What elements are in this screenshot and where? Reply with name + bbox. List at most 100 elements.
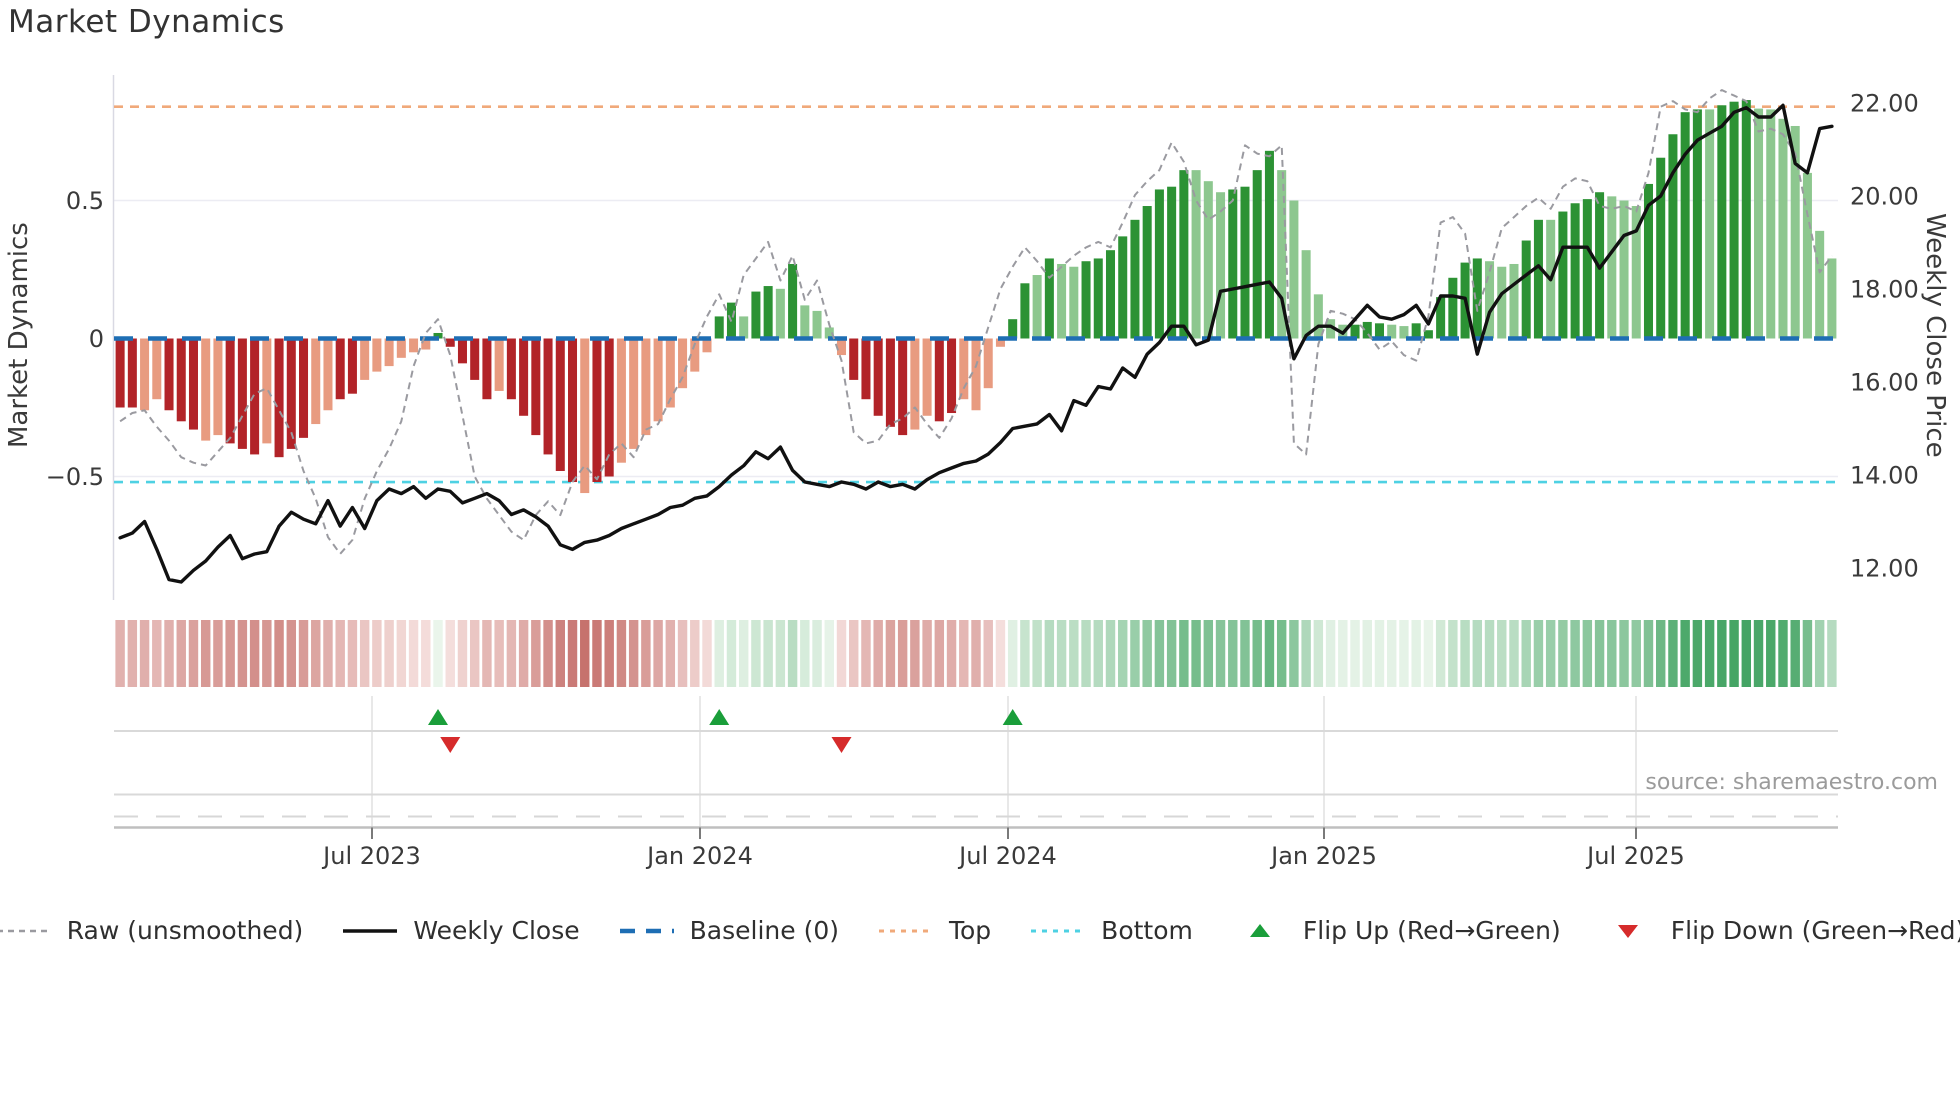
- osc-bar: [1326, 319, 1336, 339]
- heatmap-cell: [1423, 620, 1434, 687]
- left-tick-label: 0.5: [66, 187, 104, 215]
- osc-bar: [1619, 200, 1629, 339]
- heatmap-cell: [494, 620, 504, 687]
- flip-up-marker: [428, 709, 449, 725]
- legend-sample-dash-blue-icon: [619, 928, 674, 933]
- osc-bar: [372, 338, 382, 372]
- heatmap-cell: [286, 620, 297, 687]
- legend-item-solid-black: Weekly Close: [341, 916, 580, 945]
- osc-bar: [286, 338, 296, 449]
- heatmap-cell: [910, 620, 920, 687]
- heatmap-cell: [359, 620, 370, 687]
- heatmap-cell: [836, 620, 847, 687]
- legend-label: Flip Up (Red→Green): [1302, 916, 1561, 945]
- heatmap-cell: [1032, 620, 1042, 687]
- osc-bar: [1228, 189, 1238, 339]
- heatmap-cell: [934, 620, 945, 687]
- heatmap-cell: [787, 620, 798, 687]
- osc-bar: [1472, 258, 1482, 339]
- osc-bar: [580, 338, 590, 494]
- heatmap-cell: [1753, 620, 1764, 687]
- osc-bar: [396, 338, 406, 358]
- legend-sample-dot-cyan-icon: [1031, 929, 1086, 932]
- chart-legend: Raw (unsmoothed) Weekly Close Baseline (0)…: [0, 916, 1960, 945]
- osc-bar: [1485, 261, 1495, 339]
- legend-item-tri-up: Flip Up (Red→Green): [1231, 916, 1561, 945]
- legend-sample-dash-gray-icon: [0, 929, 51, 932]
- heatmap-cell: [1313, 620, 1324, 687]
- legend-label: Top: [948, 916, 992, 945]
- osc-bar: [629, 338, 639, 449]
- heatmap-cell: [1497, 620, 1507, 687]
- heatmap-cell: [347, 620, 358, 687]
- heatmap-cell: [1069, 620, 1079, 687]
- heatmap-cell: [469, 620, 480, 687]
- osc-bar: [1020, 283, 1030, 339]
- right-tick-label: 14.00: [1850, 462, 1919, 490]
- osc-bar: [262, 338, 272, 444]
- heatmap-cell: [1619, 620, 1629, 687]
- right-axis-label: Weekly Close Price: [1920, 212, 1950, 458]
- heatmap-cell: [1741, 620, 1752, 687]
- heatmap-cell: [115, 620, 125, 687]
- heatmap-cell: [1582, 620, 1593, 687]
- osc-bar: [1802, 172, 1812, 339]
- osc-bar: [751, 291, 761, 339]
- heatmap-cell: [1435, 620, 1446, 687]
- osc-bar: [409, 338, 419, 353]
- heatmap-cell: [873, 620, 883, 687]
- x-tick-label: Jan 2024: [645, 842, 753, 870]
- right-tick-label: 16.00: [1850, 369, 1919, 397]
- heatmap-cell: [164, 620, 174, 687]
- osc-bar: [274, 338, 284, 458]
- legend-label: Flip Down (Green→Red): [1670, 916, 1960, 945]
- osc-bar: [1509, 263, 1519, 339]
- osc-bar: [800, 305, 810, 339]
- osc-bar: [201, 338, 211, 441]
- legend-sample-solid-black-icon: [343, 928, 398, 933]
- heatmap-cell: [1362, 620, 1372, 687]
- osc-bar: [482, 338, 492, 400]
- heatmap-cell: [1680, 620, 1690, 687]
- heatmap-cell: [1118, 620, 1128, 687]
- heatmap-cell: [1081, 620, 1091, 687]
- osc-bar: [1081, 261, 1091, 339]
- heatmap-cell: [176, 620, 186, 687]
- heatmap-cell: [372, 620, 382, 687]
- osc-bar: [678, 338, 688, 389]
- heatmap-cell: [1191, 620, 1201, 687]
- osc-bar: [714, 316, 724, 339]
- osc-bar: [1436, 297, 1446, 339]
- osc-bar: [1362, 321, 1372, 339]
- legend-sample-tri-up-icon: [1249, 923, 1270, 937]
- osc-bar: [531, 338, 541, 436]
- heatmap-cell: [1704, 620, 1715, 687]
- heatmap-cell: [1460, 620, 1470, 687]
- heatmap-cell: [1545, 620, 1556, 687]
- osc-bar: [421, 338, 431, 350]
- heatmap-cell: [1130, 620, 1140, 687]
- legend-label: Bottom: [1101, 916, 1193, 945]
- heatmap-cell: [1154, 620, 1165, 687]
- osc-bar: [1179, 170, 1189, 339]
- osc-bar: [1399, 326, 1409, 339]
- osc-bar: [1521, 240, 1531, 339]
- osc-bar: [824, 327, 834, 339]
- osc-bar: [188, 338, 198, 430]
- heatmap-cell: [384, 620, 394, 687]
- osc-bar: [616, 338, 626, 463]
- osc-bar: [1570, 203, 1580, 339]
- heatmap-cell: [1668, 620, 1678, 687]
- heatmap-cell: [726, 620, 737, 687]
- legend-item-tri-down: Flip Down (Green→Red): [1599, 916, 1960, 945]
- osc-bar: [1656, 157, 1666, 339]
- osc-bar: [323, 338, 333, 411]
- heatmap-cell: [702, 620, 712, 687]
- osc-bar: [384, 338, 394, 367]
- osc-bar: [1350, 324, 1360, 339]
- heatmap-cell: [1814, 620, 1825, 687]
- osc-bar: [140, 338, 150, 411]
- osc-bar: [225, 338, 235, 444]
- heatmap-cell: [311, 620, 321, 687]
- heatmap-cell: [1203, 620, 1214, 687]
